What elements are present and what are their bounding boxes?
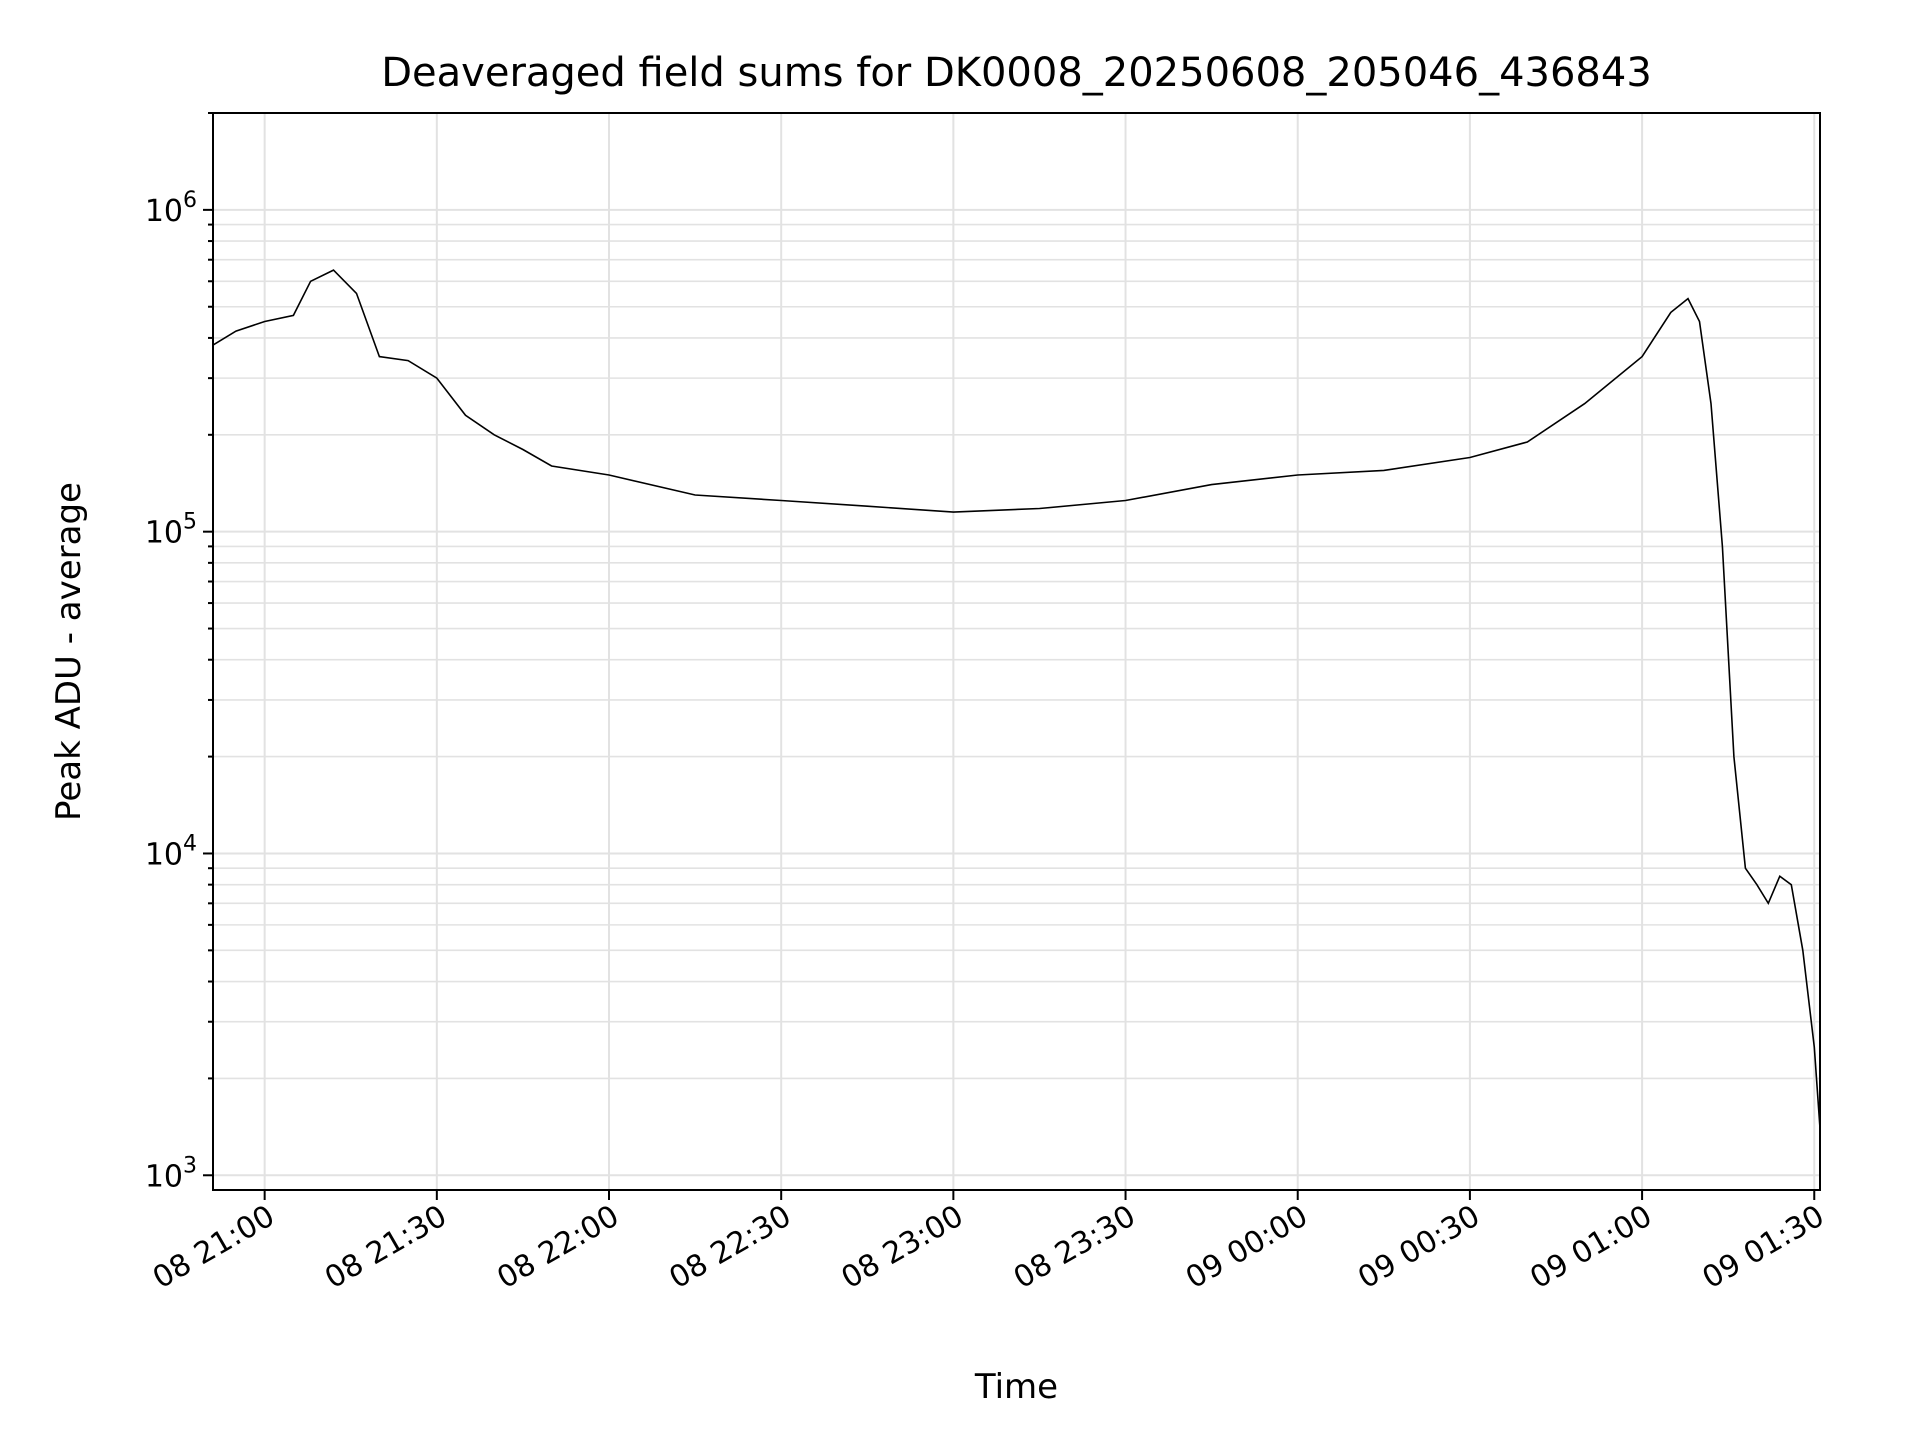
y-tick-exponent: 6: [183, 188, 197, 213]
y-tick-exponent: 5: [183, 510, 197, 535]
y-tick-base: 10: [145, 516, 183, 551]
y-tick-label: 105: [145, 510, 197, 551]
grid: [213, 112, 1820, 1190]
y-tick-label: 103: [145, 1153, 197, 1194]
x-axis-label: Time: [974, 1367, 1058, 1407]
y-axis-label: Peak ADU - average: [49, 482, 89, 821]
plot-frame: [212, 112, 1821, 1191]
y-tick-label: 104: [145, 831, 197, 872]
y-tick-base: 10: [145, 194, 183, 229]
y-tick-exponent: 3: [183, 1153, 197, 1178]
plot-area: [212, 269, 1821, 1129]
y-tick-base: 10: [145, 837, 183, 872]
y-tick-exponent: 4: [183, 831, 197, 856]
y-tick-base: 10: [145, 1159, 183, 1194]
y-tick-label: 106: [145, 188, 197, 229]
series-line: [212, 269, 1821, 1129]
chart-title: Deaveraged field sums for DK0008_2025060…: [381, 50, 1652, 96]
